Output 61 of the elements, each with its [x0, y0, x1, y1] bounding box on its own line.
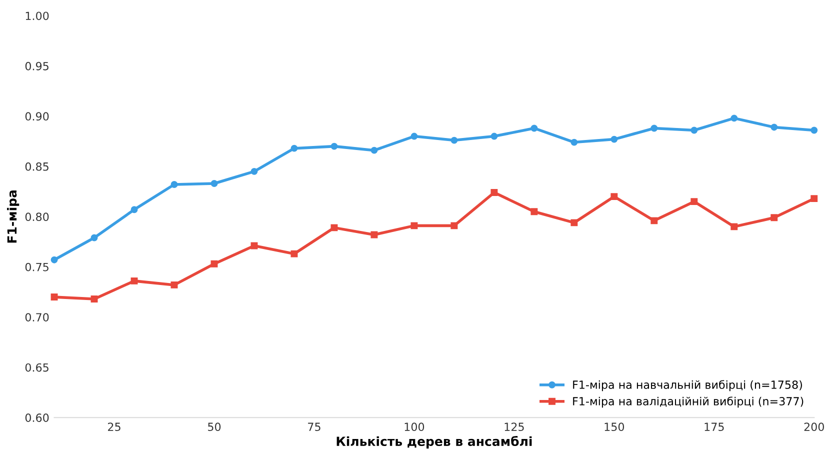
y-tick-label: 0.85	[25, 162, 48, 171]
point	[290, 144, 298, 152]
point	[610, 136, 618, 143]
point	[50, 294, 58, 300]
point	[730, 114, 738, 122]
point	[250, 242, 258, 250]
point	[370, 146, 378, 154]
legend-label: F1-міра на навчальній вибірці (n=1758)	[573, 380, 802, 392]
legend-label: F1-міра на валідаційній вибірці (n=377)	[573, 396, 804, 408]
point	[650, 124, 658, 132]
point	[490, 132, 498, 140]
point	[130, 206, 138, 214]
point	[410, 132, 418, 140]
point	[690, 198, 698, 206]
y-tick-label: 0.95	[25, 62, 48, 70]
point	[410, 222, 418, 230]
point	[530, 124, 538, 132]
y-tick-label: 0.70	[25, 313, 49, 322]
point	[210, 180, 218, 187]
point	[490, 189, 498, 196]
point	[730, 223, 738, 230]
y-tick-label: 0.60	[25, 414, 49, 422]
x-tick-label: 25	[108, 422, 120, 432]
point	[810, 126, 818, 134]
point	[330, 142, 338, 150]
x-tick-label: 100	[404, 422, 424, 432]
point	[650, 217, 658, 224]
y-tick-label: 0.80	[25, 212, 49, 222]
x-axis-title: Кількість дерев в ансамблі	[336, 436, 532, 448]
point	[370, 231, 378, 238]
point	[770, 124, 778, 131]
point	[570, 138, 578, 146]
point	[50, 256, 58, 264]
point	[170, 281, 178, 288]
x-tick-label: 50	[208, 422, 221, 432]
point	[330, 224, 338, 232]
point	[90, 234, 98, 242]
point	[290, 250, 298, 258]
x-tick-label: 175	[704, 422, 724, 432]
x-tick-label: 125	[504, 422, 524, 432]
point	[810, 195, 818, 202]
y-tick-label: 0.75	[25, 262, 48, 272]
point	[610, 193, 618, 200]
x-tick-label: 75	[308, 422, 320, 432]
x-tick-label: 150	[604, 422, 624, 432]
y-tick-label: 0.65	[25, 363, 48, 372]
point	[130, 277, 138, 284]
point	[450, 222, 458, 230]
point	[210, 260, 218, 268]
y-tick-label: 1.00	[26, 12, 49, 20]
point	[570, 219, 578, 226]
x-tick-label: 200	[804, 422, 824, 432]
point	[90, 296, 98, 302]
point	[450, 136, 458, 144]
y-axis-title: F1-міра	[7, 190, 20, 243]
point	[250, 168, 258, 175]
y-tick-label: 0.90	[25, 112, 49, 121]
point	[690, 126, 698, 134]
point	[770, 214, 778, 222]
point	[170, 181, 178, 188]
point	[530, 208, 538, 216]
